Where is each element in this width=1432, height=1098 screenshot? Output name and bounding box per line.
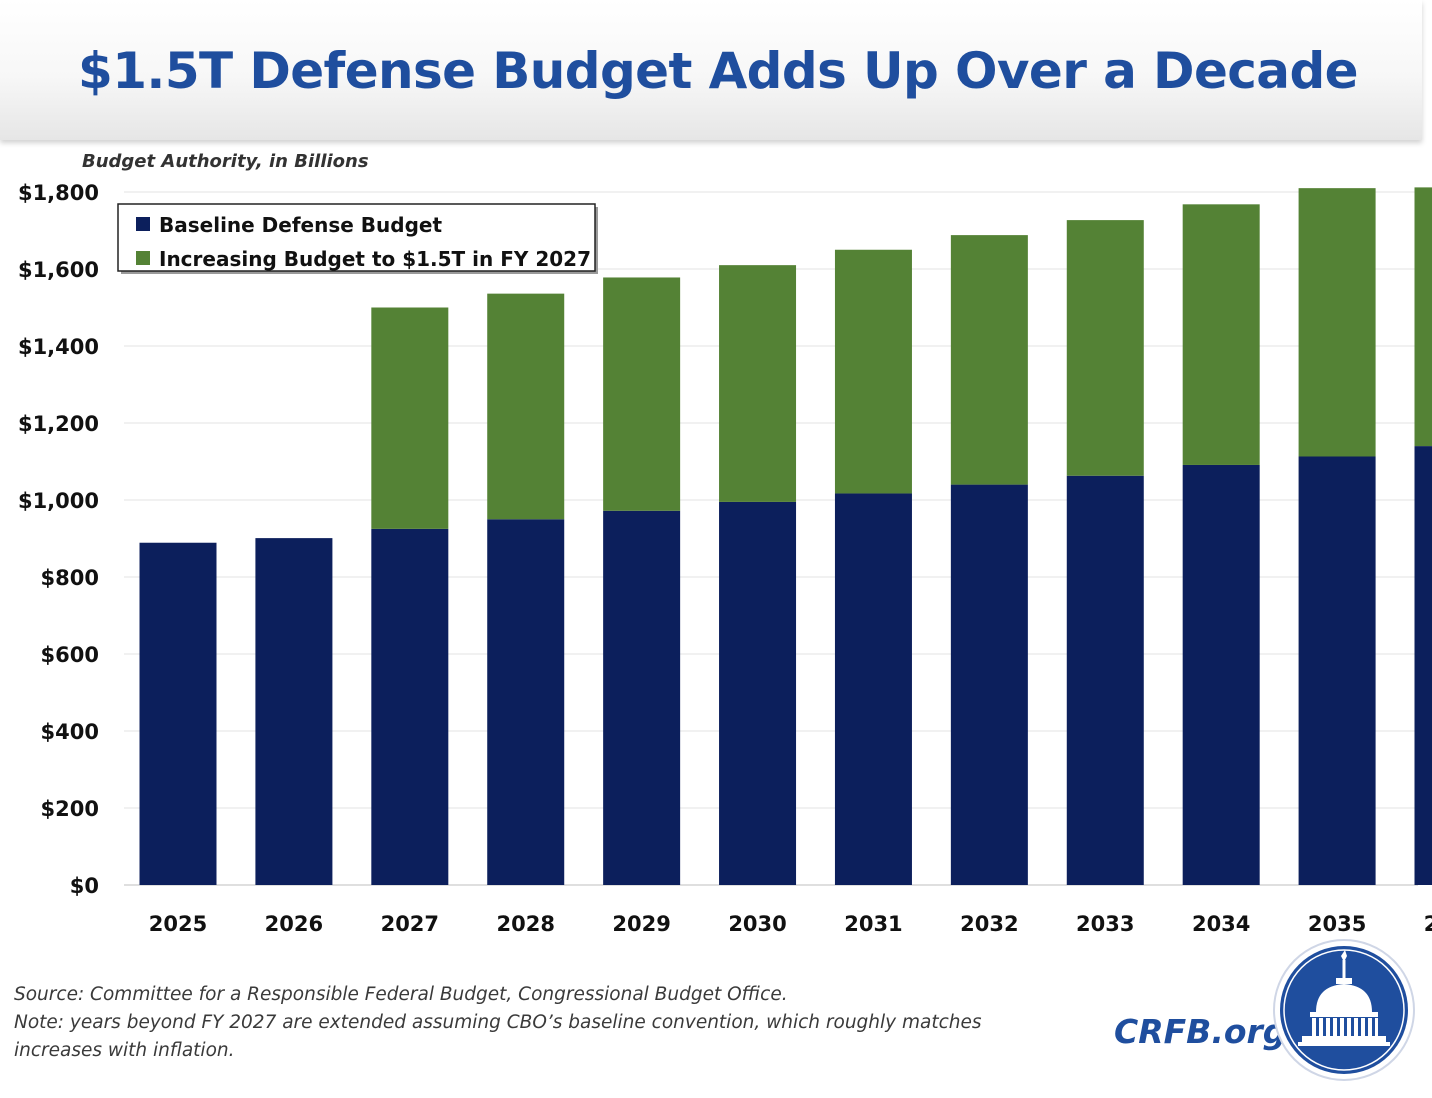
bar-increase-2029 xyxy=(603,277,681,511)
legend-swatch xyxy=(136,251,150,265)
x-tick-label: 2029 xyxy=(612,912,670,936)
bar-baseline-2025 xyxy=(139,542,217,885)
y-tick-label: $1,000 xyxy=(18,489,99,513)
y-tick-label: $200 xyxy=(41,797,99,821)
capitol-dome-icon xyxy=(1273,939,1415,1081)
bar-baseline-2032 xyxy=(950,484,1028,885)
bar-baseline-2026 xyxy=(255,538,333,885)
bar-baseline-2035 xyxy=(1298,456,1376,885)
y-tick-label: $600 xyxy=(41,643,99,667)
x-tick-label: 2036 xyxy=(1424,912,1432,936)
bar-increase-2033 xyxy=(1066,220,1144,476)
y-tick-label: $1,800 xyxy=(18,181,99,205)
brand-link[interactable]: CRFB.org xyxy=(1114,1012,1287,1051)
source-note: Source: Committee for a Responsible Fede… xyxy=(14,984,788,1005)
x-tick-label: 2025 xyxy=(149,912,207,936)
bar-increase-2030 xyxy=(719,265,797,502)
x-tick-label: 2035 xyxy=(1308,912,1366,936)
legend-label: Increasing Budget to $1.5T in FY 2027 xyxy=(159,247,591,271)
y-tick-label: $0 xyxy=(70,874,99,898)
stacked-bar-chart: Budget Authority, in Billions $0 $200 $400 $… xyxy=(18,151,1432,936)
bar-increase-2036 xyxy=(1414,187,1432,447)
chart-title: $1.5T Defense Budget Adds Up Over a Deca… xyxy=(78,42,1359,100)
bar-baseline-2031 xyxy=(834,493,912,885)
bar-increase-2034 xyxy=(1182,204,1260,465)
x-tick-label: 2031 xyxy=(844,912,902,936)
bar-baseline-2034 xyxy=(1182,464,1260,885)
y-tick-label: $1,600 xyxy=(18,258,99,282)
y-tick-label: $400 xyxy=(41,720,99,744)
title-band xyxy=(0,0,1422,140)
bar-baseline-2030 xyxy=(719,501,797,885)
x-tick-label: 2033 xyxy=(1076,912,1134,936)
note-line-1: Note: years beyond FY 2027 are extended … xyxy=(14,1012,982,1033)
x-tick-label: 2034 xyxy=(1192,912,1250,936)
bar-increase-2032 xyxy=(950,235,1028,485)
x-tick-label: 2026 xyxy=(265,912,323,936)
bar-increase-2027 xyxy=(371,307,449,529)
bar-baseline-2029 xyxy=(603,510,681,885)
x-tick-label: 2028 xyxy=(497,912,555,936)
x-tick-label: 2032 xyxy=(960,912,1018,936)
bar-baseline-2028 xyxy=(487,519,565,885)
bar-baseline-2033 xyxy=(1066,475,1144,885)
note-line-2: increases with inflation. xyxy=(14,1040,235,1061)
legend xyxy=(117,203,596,272)
y-tick-label: $800 xyxy=(41,566,99,590)
bar-increase-2035 xyxy=(1298,188,1376,457)
bar-baseline-2036 xyxy=(1414,446,1432,885)
y-tick-label: $1,200 xyxy=(18,412,99,436)
x-tick-label: 2030 xyxy=(728,912,786,936)
bar-increase-2031 xyxy=(834,249,912,494)
bar-baseline-2027 xyxy=(371,528,449,885)
legend-label: Baseline Defense Budget xyxy=(159,213,442,237)
x-tick-label: 2027 xyxy=(381,912,439,936)
y-axis-title: Budget Authority, in Billions xyxy=(82,151,369,172)
y-tick-label: $1,400 xyxy=(18,335,99,359)
bar-increase-2028 xyxy=(487,293,565,520)
legend-swatch xyxy=(136,217,150,231)
